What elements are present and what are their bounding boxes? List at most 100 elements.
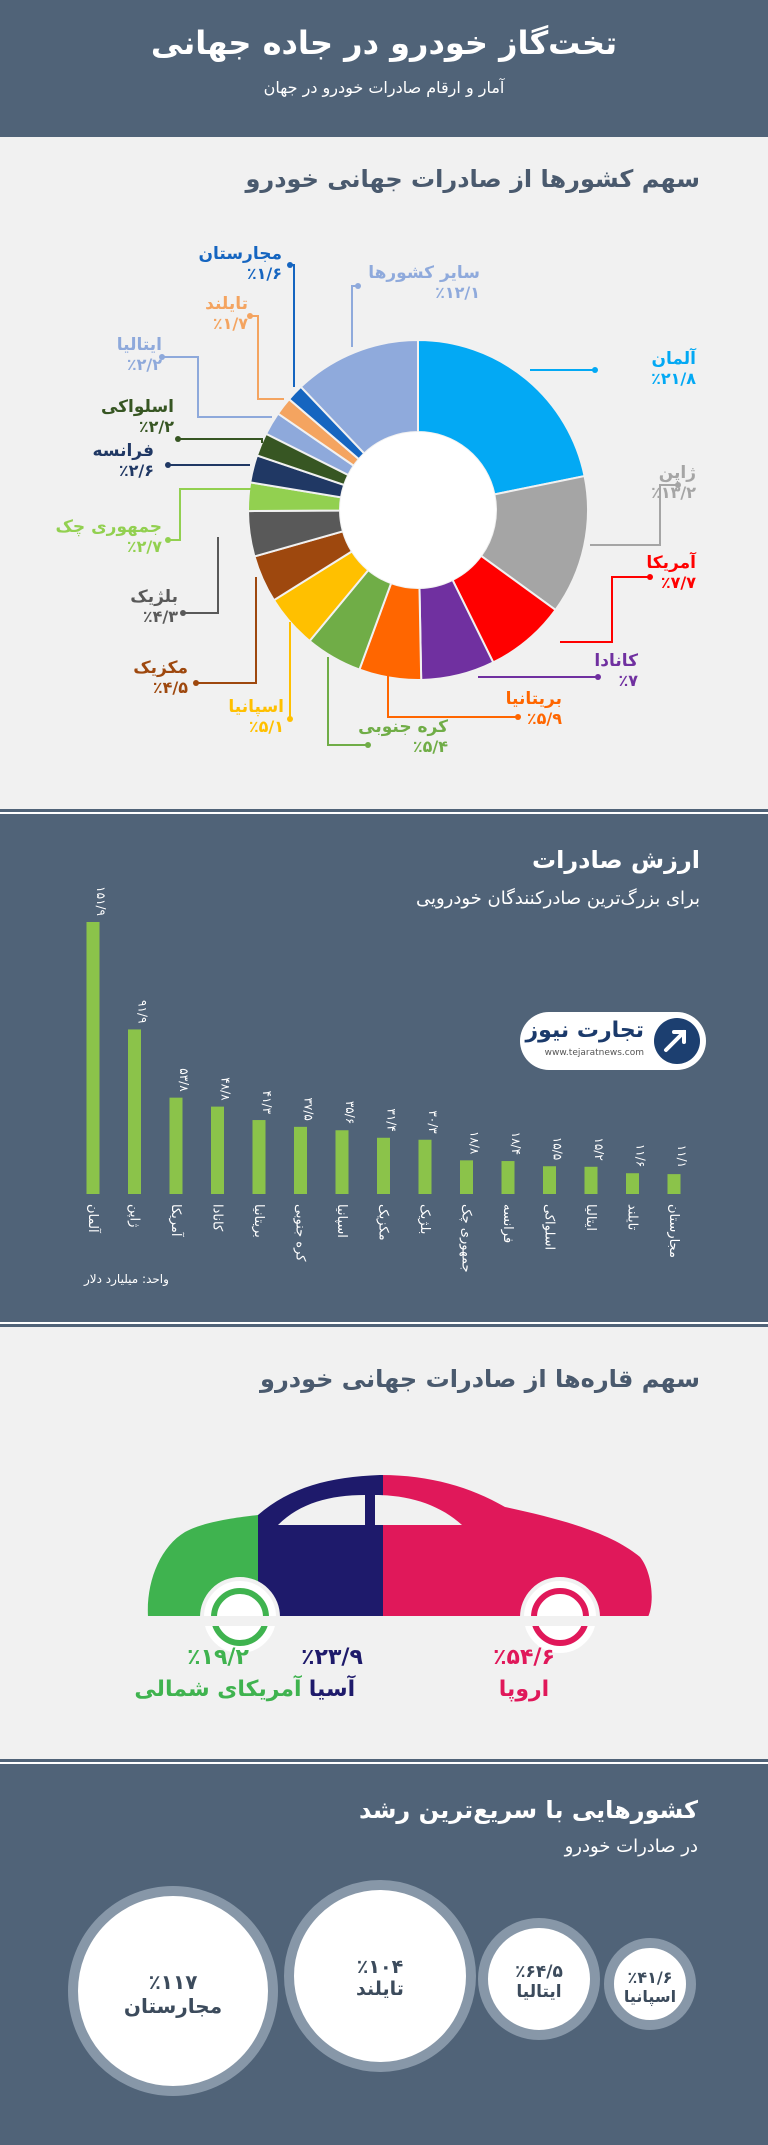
pie-label-name: ایتالیا [116,335,162,355]
pie-label: کانادا ٪۷ [594,651,638,691]
bar-value-label: ۱۵/۵ [551,1137,565,1160]
bar-value-label: ۴۸/۸ [219,1077,233,1101]
leader-line [196,577,257,684]
growth-value-spain: ٪۴۱/۶ [627,1968,673,1987]
divider-2 [0,1322,768,1324]
bar-category-label: ژاپن [127,1204,142,1227]
brand-logo: تجارت نیوز www.tejaratnews.com [520,1012,706,1070]
logo-url: www.tejaratnews.com [544,1048,644,1058]
bar-value-label: ۳۷/۵ [302,1097,316,1120]
bar-category-label: تایلند [625,1204,640,1231]
bar-category-label: کانادا [210,1204,225,1232]
growth-section-subtitle: در صادرات خودرو [564,1836,698,1857]
bar [543,1166,556,1194]
pie-label-value: ٪۱/۶ [246,264,282,283]
bar [418,1139,432,1194]
pie-label: بریتانیا ٪۵/۹ [506,689,562,729]
growth-bubble-spain: ٪۴۱/۶ اسپانیا [604,1938,696,2030]
leader-line [290,264,295,387]
pie-label-value: ٪۵/۹ [526,709,562,728]
car-part-europe [383,1475,652,1617]
leader-dot [159,354,165,360]
bar-category-label: بریتانیا [251,1204,266,1238]
logo-text: تجارت نیوز [525,1018,644,1043]
leader-line [560,576,650,643]
pie-label: اسپانیا ٪۵/۱ [228,697,284,737]
bar-category-label: مجارستان [666,1204,681,1258]
bar [501,1161,515,1194]
pie-label-name: آلمان [651,349,696,369]
pie-label-name: کره جنوبی [358,717,448,737]
bar [335,1130,349,1194]
growth-section-title: کشورهایی با سریع‌ترین رشد [358,1796,698,1824]
growth-name-spain: اسپانیا [623,1987,677,2006]
pie-label-name: ژاپن [658,463,696,483]
leader-line [590,484,678,546]
continent-value-asia: ٪۲۳/۹ [301,1645,363,1670]
growth-name-hungary: مجارستان [123,1994,223,2018]
leader-dot [592,367,598,373]
pie-label-value: ٪۲/۲ [138,417,174,436]
pie-label: آمریکا ٪۷/۷ [646,553,696,593]
continent-name-asia: آسیا [308,1677,356,1702]
leader-dot [193,680,199,686]
pie-label: مکزیک ٪۴/۵ [133,658,188,698]
growth-value-thailand: ٪۱۰۴ [356,1956,404,1978]
bar-category-label: کره جنوبی [293,1204,308,1262]
leader-line [250,315,284,400]
pie-section-title: سهم کشورها از صادرات جهانی خودرو [245,165,701,193]
pie-label-name: کانادا [594,651,638,671]
growth-bubble-hungary: ٪۱۱۷ مجارستان [68,1886,278,2096]
leader-dot [287,716,293,722]
leader-line [168,488,262,541]
pie-label-value: ٪۲/۷ [126,537,162,556]
bar-value-label: ۴۱/۳ [260,1091,274,1115]
leader-dot [165,462,171,468]
leader-dot [165,537,171,543]
bar [584,1166,598,1194]
pie-label: آلمان ٪۲۱/۸ [651,349,696,389]
bar-category-label: بلژیک [417,1204,432,1234]
divider-1 [0,812,768,814]
page-subtitle: آمار و ارقام صادرات خودرو در جهان [263,78,505,97]
growth-value-italy: ٪۶۴/۵ [515,1962,563,1982]
bar-value-label: ۳۱/۴ [385,1108,399,1131]
bar-value-label: ۳۰/۳ [426,1110,440,1134]
leader-dot [675,482,681,488]
growth-section: کشورهایی با سریع‌ترین رشد در صادرات خودر… [0,1768,768,2145]
bar-value-label: ۳۵/۶ [343,1101,357,1124]
pie-label-name: اسپانیا [228,697,284,717]
pie-label-value: ٪۴/۵ [152,678,188,697]
bar-value-label: ۱۵/۲ [592,1137,606,1160]
leader-dot [515,714,521,720]
bar-value-label: ۱۱/۱ [675,1145,689,1168]
bar-category-label: اسپانیا [334,1204,349,1238]
pie-hole [340,432,496,588]
bar-chart: ۱۵۱/۹ آلمان ۹۱/۹ ژاپن ۵۳/۸ آمریکا ۴۸/۸ کانادا ۴۱… [85,886,689,1273]
leader-line [387,661,518,718]
page-title: تخت‌گاز خودرو در جاده جهانی [150,24,618,62]
leader-dot [365,742,371,748]
bar [460,1160,473,1194]
bar-category-label: جمهوری چک [459,1204,474,1273]
pie-label: مجارستان ٪۱/۶ [199,244,283,284]
bar [128,1029,141,1194]
pie-chart [159,262,681,748]
bar [377,1137,390,1194]
continent-name-europe: اروپا [498,1677,550,1702]
bar-value-label: ۱۸/۴ [509,1132,523,1155]
growth-name-thailand: تایلند [356,1978,404,2000]
continent-value-europe: ٪۵۴/۶ [493,1645,555,1670]
logo-arrow-icon [654,1018,700,1064]
bar-category-label: آمریکا [168,1204,185,1238]
leader-dot [175,436,181,442]
bar [211,1106,224,1194]
pie-label-value: ٪۱۳/۲ [651,483,696,502]
pie-label: اسلواکی ٪۲/۲ [101,397,174,437]
leader-line [327,657,368,746]
pie-label-name: اسلواکی [100,397,174,417]
leader-dot [647,574,653,580]
bar-value-label: ۹۱/۹ [136,1000,150,1023]
bar-category-label: ایتالیا [583,1204,598,1231]
pie-label-value: ٪۲۱/۸ [651,369,696,388]
